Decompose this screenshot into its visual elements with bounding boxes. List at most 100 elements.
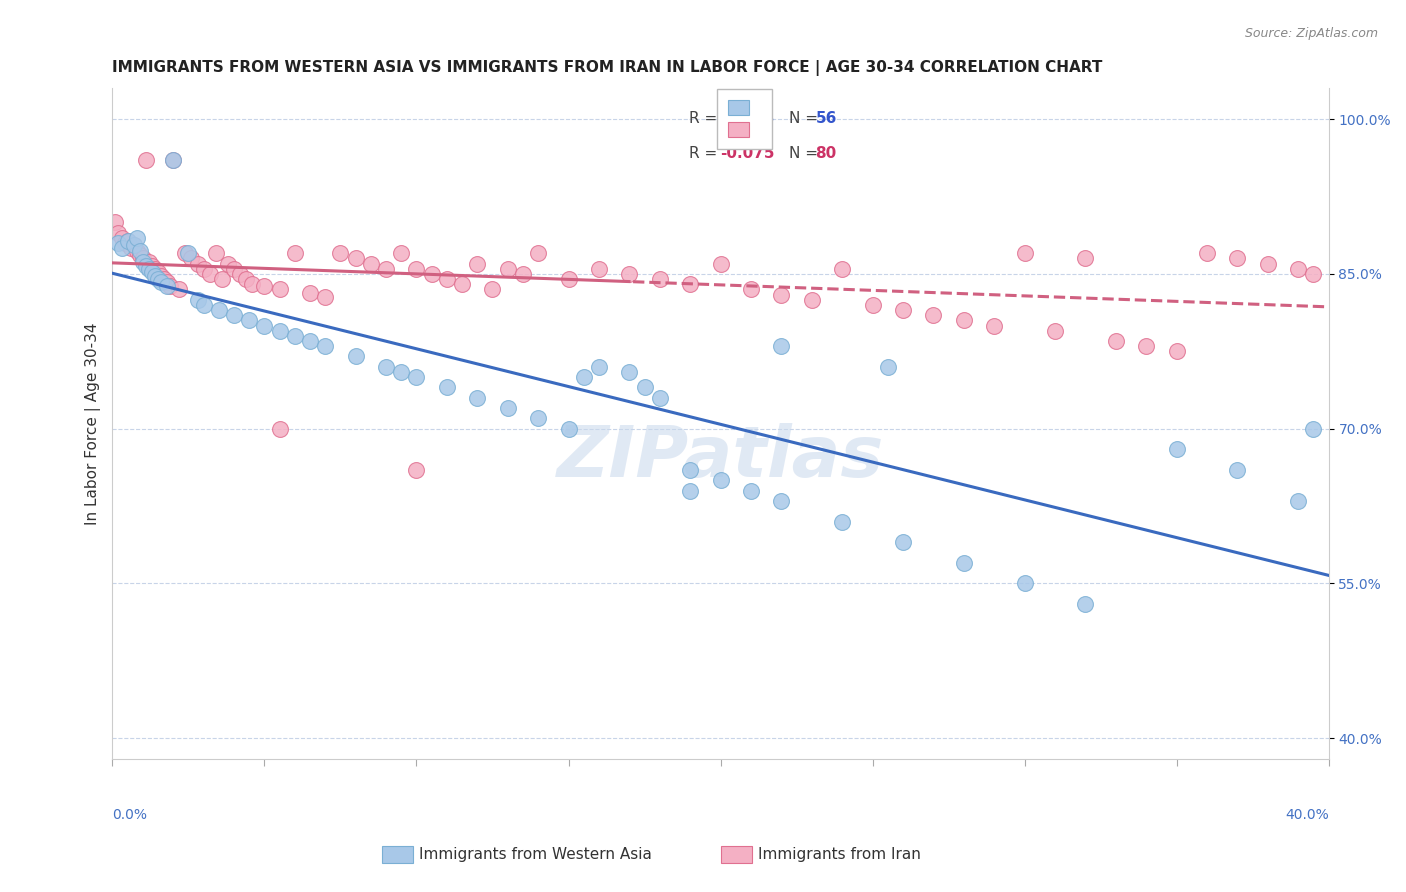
Point	[159, 279, 181, 293]
Point	[128, 248, 150, 262]
Point	[496, 401, 519, 415]
Point	[143, 268, 166, 283]
Point	[180, 252, 202, 266]
Point	[253, 279, 276, 293]
Point	[512, 267, 534, 281]
Point	[770, 339, 793, 353]
Point	[405, 463, 427, 477]
Point	[451, 277, 474, 292]
Text: Immigrants from Western Asia: Immigrants from Western Asia	[419, 847, 652, 862]
Point	[217, 257, 239, 271]
Point	[770, 287, 793, 301]
Point	[329, 246, 352, 260]
Point	[138, 261, 160, 276]
Point	[132, 254, 155, 268]
Point	[135, 153, 157, 168]
Point	[146, 272, 169, 286]
Point	[110, 231, 132, 245]
Point	[141, 265, 163, 279]
Point	[299, 334, 322, 348]
Point	[143, 261, 166, 276]
Text: 80: 80	[815, 145, 837, 161]
Point	[122, 238, 145, 252]
Point	[135, 259, 157, 273]
Text: ZIPatlas: ZIPatlas	[557, 423, 884, 491]
Text: N =: N =	[789, 111, 823, 126]
Point	[138, 254, 160, 268]
Point	[557, 272, 579, 286]
Point	[1302, 422, 1324, 436]
Point	[709, 257, 731, 271]
Point	[360, 257, 382, 271]
Point	[1074, 597, 1097, 611]
Point	[740, 483, 762, 498]
Point	[436, 272, 458, 286]
Point	[420, 267, 443, 281]
Text: 56: 56	[815, 111, 837, 126]
Point	[1226, 463, 1249, 477]
Point	[740, 282, 762, 296]
Point	[1043, 324, 1066, 338]
Point	[222, 308, 245, 322]
Text: IMMIGRANTS FROM WESTERN ASIA VS IMMIGRANTS FROM IRAN IN LABOR FORCE | AGE 30-34 : IMMIGRANTS FROM WESTERN ASIA VS IMMIGRAN…	[112, 60, 1102, 76]
Point	[527, 411, 550, 425]
Point	[235, 272, 257, 286]
Point	[162, 153, 184, 168]
Text: R =: R =	[689, 145, 723, 161]
Text: -0.453: -0.453	[720, 111, 775, 126]
Point	[344, 252, 367, 266]
Point	[253, 318, 276, 333]
Point	[110, 241, 132, 255]
Point	[314, 290, 336, 304]
Text: -0.075: -0.075	[720, 145, 775, 161]
Point	[922, 308, 945, 322]
Point	[107, 235, 129, 250]
Point	[1074, 252, 1097, 266]
Point	[269, 422, 291, 436]
Point	[174, 246, 197, 260]
Point	[120, 241, 142, 255]
Point	[1257, 257, 1279, 271]
Point	[146, 265, 169, 279]
Point	[238, 313, 260, 327]
Point	[588, 261, 610, 276]
Point	[1135, 339, 1157, 353]
Text: R =: R =	[689, 111, 723, 126]
Point	[169, 282, 191, 296]
Point	[557, 422, 579, 436]
Point	[1226, 252, 1249, 266]
Point	[465, 257, 488, 271]
Point	[150, 275, 173, 289]
Point	[862, 298, 884, 312]
Point	[679, 277, 702, 292]
Point	[952, 313, 974, 327]
Point	[240, 277, 263, 292]
Point	[141, 259, 163, 273]
Text: 40.0%: 40.0%	[1285, 808, 1329, 822]
Point	[891, 535, 914, 549]
Point	[114, 235, 136, 250]
Point	[375, 261, 398, 276]
Point	[983, 318, 1005, 333]
Point	[389, 246, 412, 260]
Point	[104, 215, 127, 229]
Point	[229, 267, 252, 281]
Text: Source: ZipAtlas.com: Source: ZipAtlas.com	[1244, 27, 1378, 40]
Point	[198, 267, 221, 281]
Point	[619, 365, 641, 379]
Point	[107, 226, 129, 240]
Point	[648, 391, 671, 405]
Point	[1166, 344, 1188, 359]
Point	[314, 339, 336, 353]
Point	[117, 234, 139, 248]
Point	[405, 370, 427, 384]
Point	[436, 380, 458, 394]
Point	[952, 556, 974, 570]
Point	[800, 293, 823, 307]
Point	[156, 275, 179, 289]
Point	[831, 515, 853, 529]
Text: N =: N =	[789, 145, 823, 161]
Point	[153, 272, 176, 286]
Point	[876, 359, 898, 374]
Point	[588, 359, 610, 374]
